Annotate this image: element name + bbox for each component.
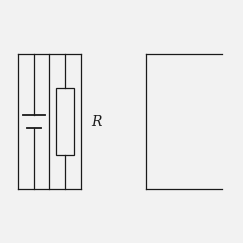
Bar [56,88,74,155]
Text: R: R [91,114,102,129]
